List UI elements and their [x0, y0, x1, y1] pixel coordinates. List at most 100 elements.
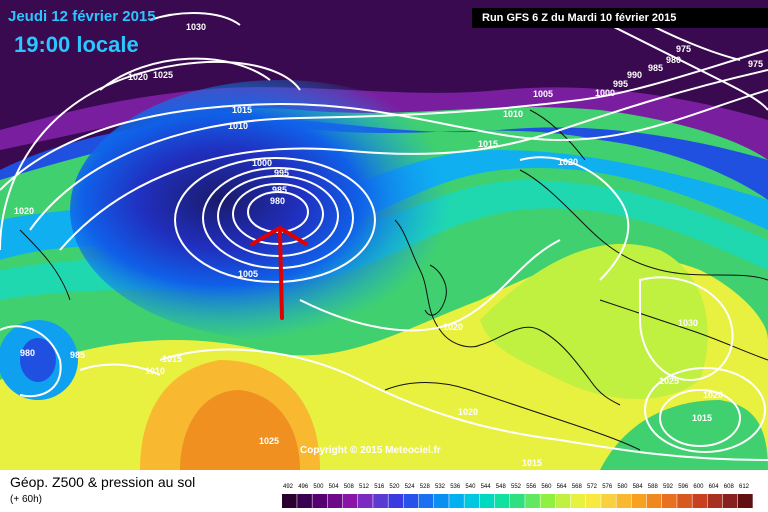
band-orange-core	[180, 390, 300, 470]
legend-label-548: 548	[496, 484, 507, 490]
label-1020-c: 1020	[443, 322, 463, 332]
label-1025: 1025	[153, 70, 173, 80]
isobar-990	[217, 175, 339, 257]
legend-swatch-604	[707, 494, 723, 508]
label-1020-e: 1020	[558, 157, 578, 167]
legend-label-612: 612	[739, 484, 750, 490]
label-995: 995	[274, 168, 289, 178]
isobar-1005	[59, 69, 768, 251]
legend-swatch-588	[646, 494, 662, 508]
label-1010: 1010	[228, 121, 248, 131]
legend-label-596: 596	[678, 484, 689, 490]
band-purple	[0, 0, 768, 170]
legend-label-564: 564	[557, 484, 568, 490]
isobar-1015	[0, 89, 768, 191]
isobar-ne-1	[599, 19, 768, 111]
label-1015-n: 1015	[478, 139, 498, 149]
label-1000-ne: 1000	[595, 88, 615, 98]
label-1020-s: 1020	[458, 407, 478, 417]
legend-label-540: 540	[465, 484, 476, 490]
label-1005-n: 1005	[533, 89, 553, 99]
band-yellow-green	[480, 243, 708, 399]
label-1015-mid: 1015	[162, 354, 182, 364]
legend-swatch-532	[434, 494, 449, 508]
label-985-sw: 985	[70, 350, 85, 360]
isobar-labels: 1030 1025 1020 1015 1010 1000 995 985 98…	[14, 22, 763, 468]
isobar-sw-2	[79, 363, 161, 376]
legend-swatch-572	[586, 494, 601, 508]
legend-swatch-528	[418, 494, 434, 508]
label-980-ne: 980	[666, 55, 681, 65]
legend-label-552: 552	[511, 484, 522, 490]
label-1030: 1030	[186, 22, 206, 32]
isobar-995	[202, 167, 354, 269]
label-1010-n: 1010	[503, 109, 523, 119]
legend-label-544: 544	[481, 484, 492, 490]
label-1030-e: 1030	[678, 318, 698, 328]
legend-swatch-540	[464, 494, 480, 508]
legend-swatch-544	[479, 494, 495, 508]
model-run-label: Run GFS 6 Z du Mardi 10 février 2015	[472, 8, 768, 28]
label-1015-se: 1015	[692, 413, 712, 423]
legend-label-504: 504	[329, 484, 340, 490]
forecast-date: Jeudi 12 février 2015	[8, 8, 156, 25]
legend-swatch-568	[570, 494, 586, 508]
isobar-sw-1	[0, 325, 62, 398]
band-blue-sw-core	[20, 338, 56, 382]
legend-swatch-564	[555, 494, 571, 508]
isobars	[0, 9, 768, 461]
legend-label-568: 568	[572, 484, 583, 490]
isobar-1020-se	[644, 367, 766, 453]
isobar-1030	[149, 12, 241, 26]
legend-label-512: 512	[359, 484, 370, 490]
legend-label-584: 584	[633, 484, 644, 490]
isobar-1020-east	[519, 156, 630, 281]
legend-swatch-552	[510, 494, 525, 508]
legend-label-580: 580	[617, 484, 628, 490]
isobar-1020	[0, 60, 301, 251]
label-975-ne: 975	[676, 44, 691, 54]
legend-swatch-520	[388, 494, 404, 508]
isobar-1030-east	[639, 276, 734, 382]
legend-label-516: 516	[374, 484, 385, 490]
legend-swatch-496	[297, 494, 312, 508]
legend-label-520: 520	[389, 484, 400, 490]
label-995-ne: 995	[613, 79, 628, 89]
legend-swatch-560	[540, 494, 556, 508]
label-1000: 1000	[252, 158, 272, 168]
forecast-time: 19:00 locale	[14, 32, 139, 57]
isobar-1020-south	[299, 239, 561, 332]
low-pressure-core	[70, 80, 490, 340]
legend-swatch-556	[525, 494, 540, 508]
legend-label-588: 588	[648, 484, 659, 490]
legend-swatch-612	[738, 494, 753, 508]
legend-swatches	[282, 494, 753, 508]
copyright: Copyright © 2015 Meteociel.fr	[300, 445, 441, 456]
legend-label-496: 496	[298, 484, 309, 490]
label-985: 985	[272, 185, 287, 195]
legend-label-560: 560	[541, 484, 552, 490]
legend-label-536: 536	[450, 484, 461, 490]
legend-label-600: 600	[693, 484, 704, 490]
legend-swatch-524	[403, 494, 419, 508]
legend-swatch-608	[722, 494, 738, 508]
label-1010-mid: 1010	[145, 366, 165, 376]
legend-swatch-576	[601, 494, 616, 508]
legend-label-572: 572	[587, 484, 598, 490]
isobar-1015-se	[659, 389, 741, 447]
label-1020-w: 1020	[14, 206, 34, 216]
legend-swatch-600	[692, 494, 708, 508]
legend-label-508: 508	[344, 484, 355, 490]
legend-label-492: 492	[283, 484, 294, 490]
legend-swatch-584	[631, 494, 647, 508]
isobar-1015-south	[159, 348, 768, 461]
legend-label-556: 556	[526, 484, 537, 490]
label-980: 980	[270, 196, 285, 206]
legend-label-576: 576	[602, 484, 613, 490]
legend-swatch-580	[616, 494, 632, 508]
legend-swatch-596	[677, 494, 692, 508]
label-975-e: 975	[748, 59, 763, 69]
isobar-1000	[174, 157, 376, 283]
label-1025-e: 1025	[659, 376, 679, 386]
legend-labels: 492 496 500 504 508 512 516 520 524 528 532 536 540 5…	[283, 484, 750, 490]
